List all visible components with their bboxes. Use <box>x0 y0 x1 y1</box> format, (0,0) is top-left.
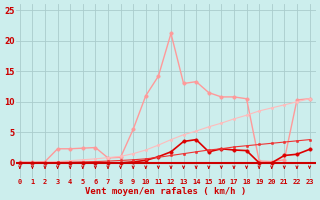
X-axis label: Vent moyen/en rafales ( km/h ): Vent moyen/en rafales ( km/h ) <box>85 187 247 196</box>
